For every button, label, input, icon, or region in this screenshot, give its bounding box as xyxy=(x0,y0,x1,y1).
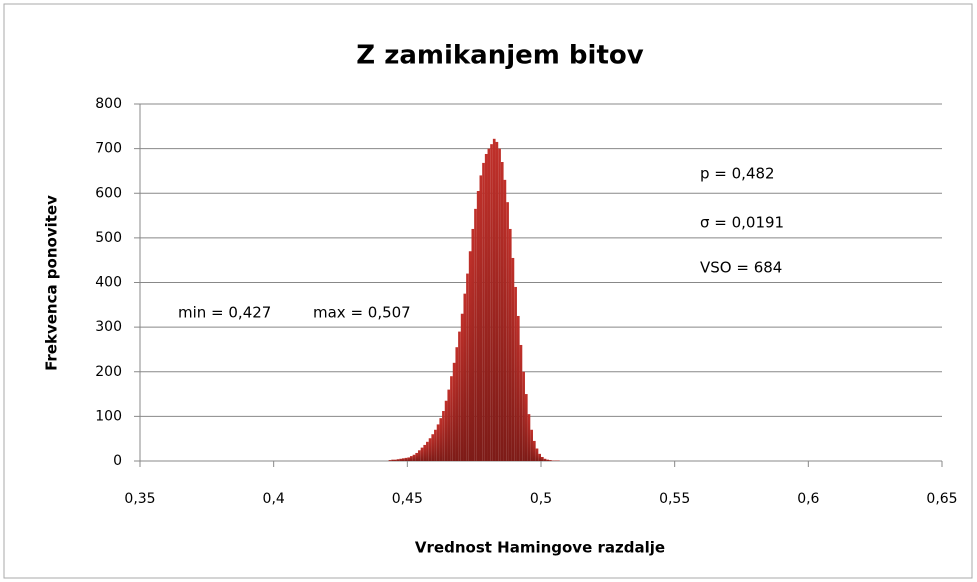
bar xyxy=(474,208,477,461)
annotation: max = 0,507 xyxy=(313,304,411,322)
bar xyxy=(527,414,531,461)
bar xyxy=(420,447,424,461)
bar xyxy=(391,459,394,461)
bar xyxy=(423,444,427,461)
bar xyxy=(519,344,523,461)
bar xyxy=(428,438,432,461)
bar xyxy=(401,458,405,461)
bar xyxy=(415,452,419,461)
bar xyxy=(468,251,472,461)
x-tick-label: 0,35 xyxy=(124,491,155,507)
bar xyxy=(463,293,467,461)
bar xyxy=(418,450,421,461)
y-tick-label: 300 xyxy=(95,319,122,335)
bar xyxy=(393,459,397,461)
y-tick-label: 800 xyxy=(95,96,122,112)
bar xyxy=(535,448,539,461)
annotation: σ = 0,0191 xyxy=(700,214,784,232)
y-tick-label: 200 xyxy=(95,364,122,380)
bar xyxy=(511,257,515,461)
bar xyxy=(484,153,488,462)
bar xyxy=(516,315,520,461)
bar xyxy=(455,347,459,461)
bar xyxy=(546,459,550,461)
x-tick-label: 0,6 xyxy=(797,491,819,507)
y-tick-label: 700 xyxy=(95,141,122,157)
x-axis-title: Vrednost Hamingove razdalje xyxy=(415,539,665,557)
x-tick-label: 0,65 xyxy=(926,491,957,507)
bar xyxy=(431,434,435,461)
x-tick-label: 0,4 xyxy=(263,491,285,507)
bar xyxy=(447,389,451,461)
bar xyxy=(514,286,517,461)
annotation: VSO = 684 xyxy=(700,259,782,277)
x-tick-label: 0,45 xyxy=(392,491,423,507)
bar xyxy=(476,191,480,462)
bar xyxy=(506,202,509,462)
y-tick-label: 0 xyxy=(113,453,122,469)
bar xyxy=(495,141,499,461)
bar xyxy=(444,400,448,461)
bar xyxy=(532,440,536,461)
y-tick-label: 500 xyxy=(95,230,122,246)
chart-title: Z zamikanjem bitov xyxy=(356,41,643,71)
bar xyxy=(541,456,544,461)
annotation: p = 0,482 xyxy=(700,165,775,183)
bar xyxy=(482,162,485,461)
bar xyxy=(500,162,504,461)
bar xyxy=(471,228,475,461)
bar xyxy=(487,148,491,461)
bar xyxy=(490,144,493,461)
y-axis-title: Frekvenca ponovitev xyxy=(43,195,61,371)
y-tick-label: 600 xyxy=(95,185,122,201)
bar xyxy=(396,459,400,461)
bar xyxy=(543,458,547,461)
bar xyxy=(524,394,528,461)
bar xyxy=(399,458,402,461)
bar xyxy=(426,441,429,461)
y-tick-label: 400 xyxy=(95,275,122,291)
x-tick-label: 0,5 xyxy=(530,491,552,507)
bar xyxy=(452,362,456,461)
bar xyxy=(508,228,512,461)
bar xyxy=(479,175,483,461)
bar xyxy=(522,371,525,461)
bar xyxy=(442,411,445,461)
bar xyxy=(498,148,501,461)
bar xyxy=(407,457,411,461)
annotation: min = 0,427 xyxy=(178,304,271,322)
bar xyxy=(388,460,392,461)
bar xyxy=(492,138,496,461)
bar xyxy=(458,331,461,461)
bar xyxy=(439,418,443,461)
bar xyxy=(412,454,416,461)
y-tick-label: 100 xyxy=(95,408,122,424)
bar xyxy=(410,456,413,461)
x-tick-label: 0,55 xyxy=(659,491,690,507)
bar xyxy=(460,313,464,461)
bar xyxy=(450,376,453,461)
bar xyxy=(530,429,533,461)
bar xyxy=(404,457,408,461)
bar xyxy=(436,424,440,461)
bar xyxy=(434,429,437,461)
bar xyxy=(549,460,552,461)
bar xyxy=(538,453,541,461)
bar xyxy=(466,273,469,461)
bar xyxy=(503,179,507,462)
